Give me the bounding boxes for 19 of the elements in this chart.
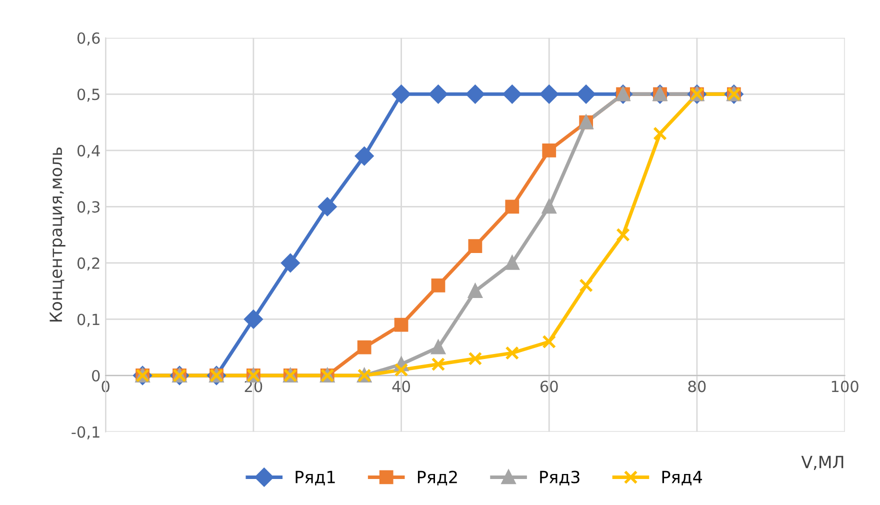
x-tick-label: 100: [832, 380, 858, 392]
x-tick-label: 0: [102, 380, 110, 392]
legend-label: Ряд4: [662, 470, 702, 486]
y-tick-label: 0,2: [77, 257, 100, 271]
x-tick-label: 80: [688, 380, 706, 392]
y-tick-label: 0: [92, 370, 100, 382]
y-tick-label: 0,3: [77, 201, 100, 214]
y-tick-label: -0,1: [72, 426, 100, 440]
y-tick-label: 0,5: [77, 88, 100, 102]
x-axis-title: V,МЛ: [801, 456, 844, 470]
y-tick-label: 0,1: [77, 314, 100, 327]
legend-label: Ряд3: [540, 470, 580, 486]
legend-label: Ряд1: [296, 470, 335, 486]
legend-label: Ряд2: [418, 470, 457, 486]
y-tick-label: 0,6: [77, 32, 100, 46]
y-axis-title: Концентрация,моль: [50, 147, 66, 322]
x-tick-label: 60: [540, 380, 558, 392]
x-tick-label: 40: [392, 380, 410, 392]
y-tick-label: 0,4: [77, 144, 100, 158]
